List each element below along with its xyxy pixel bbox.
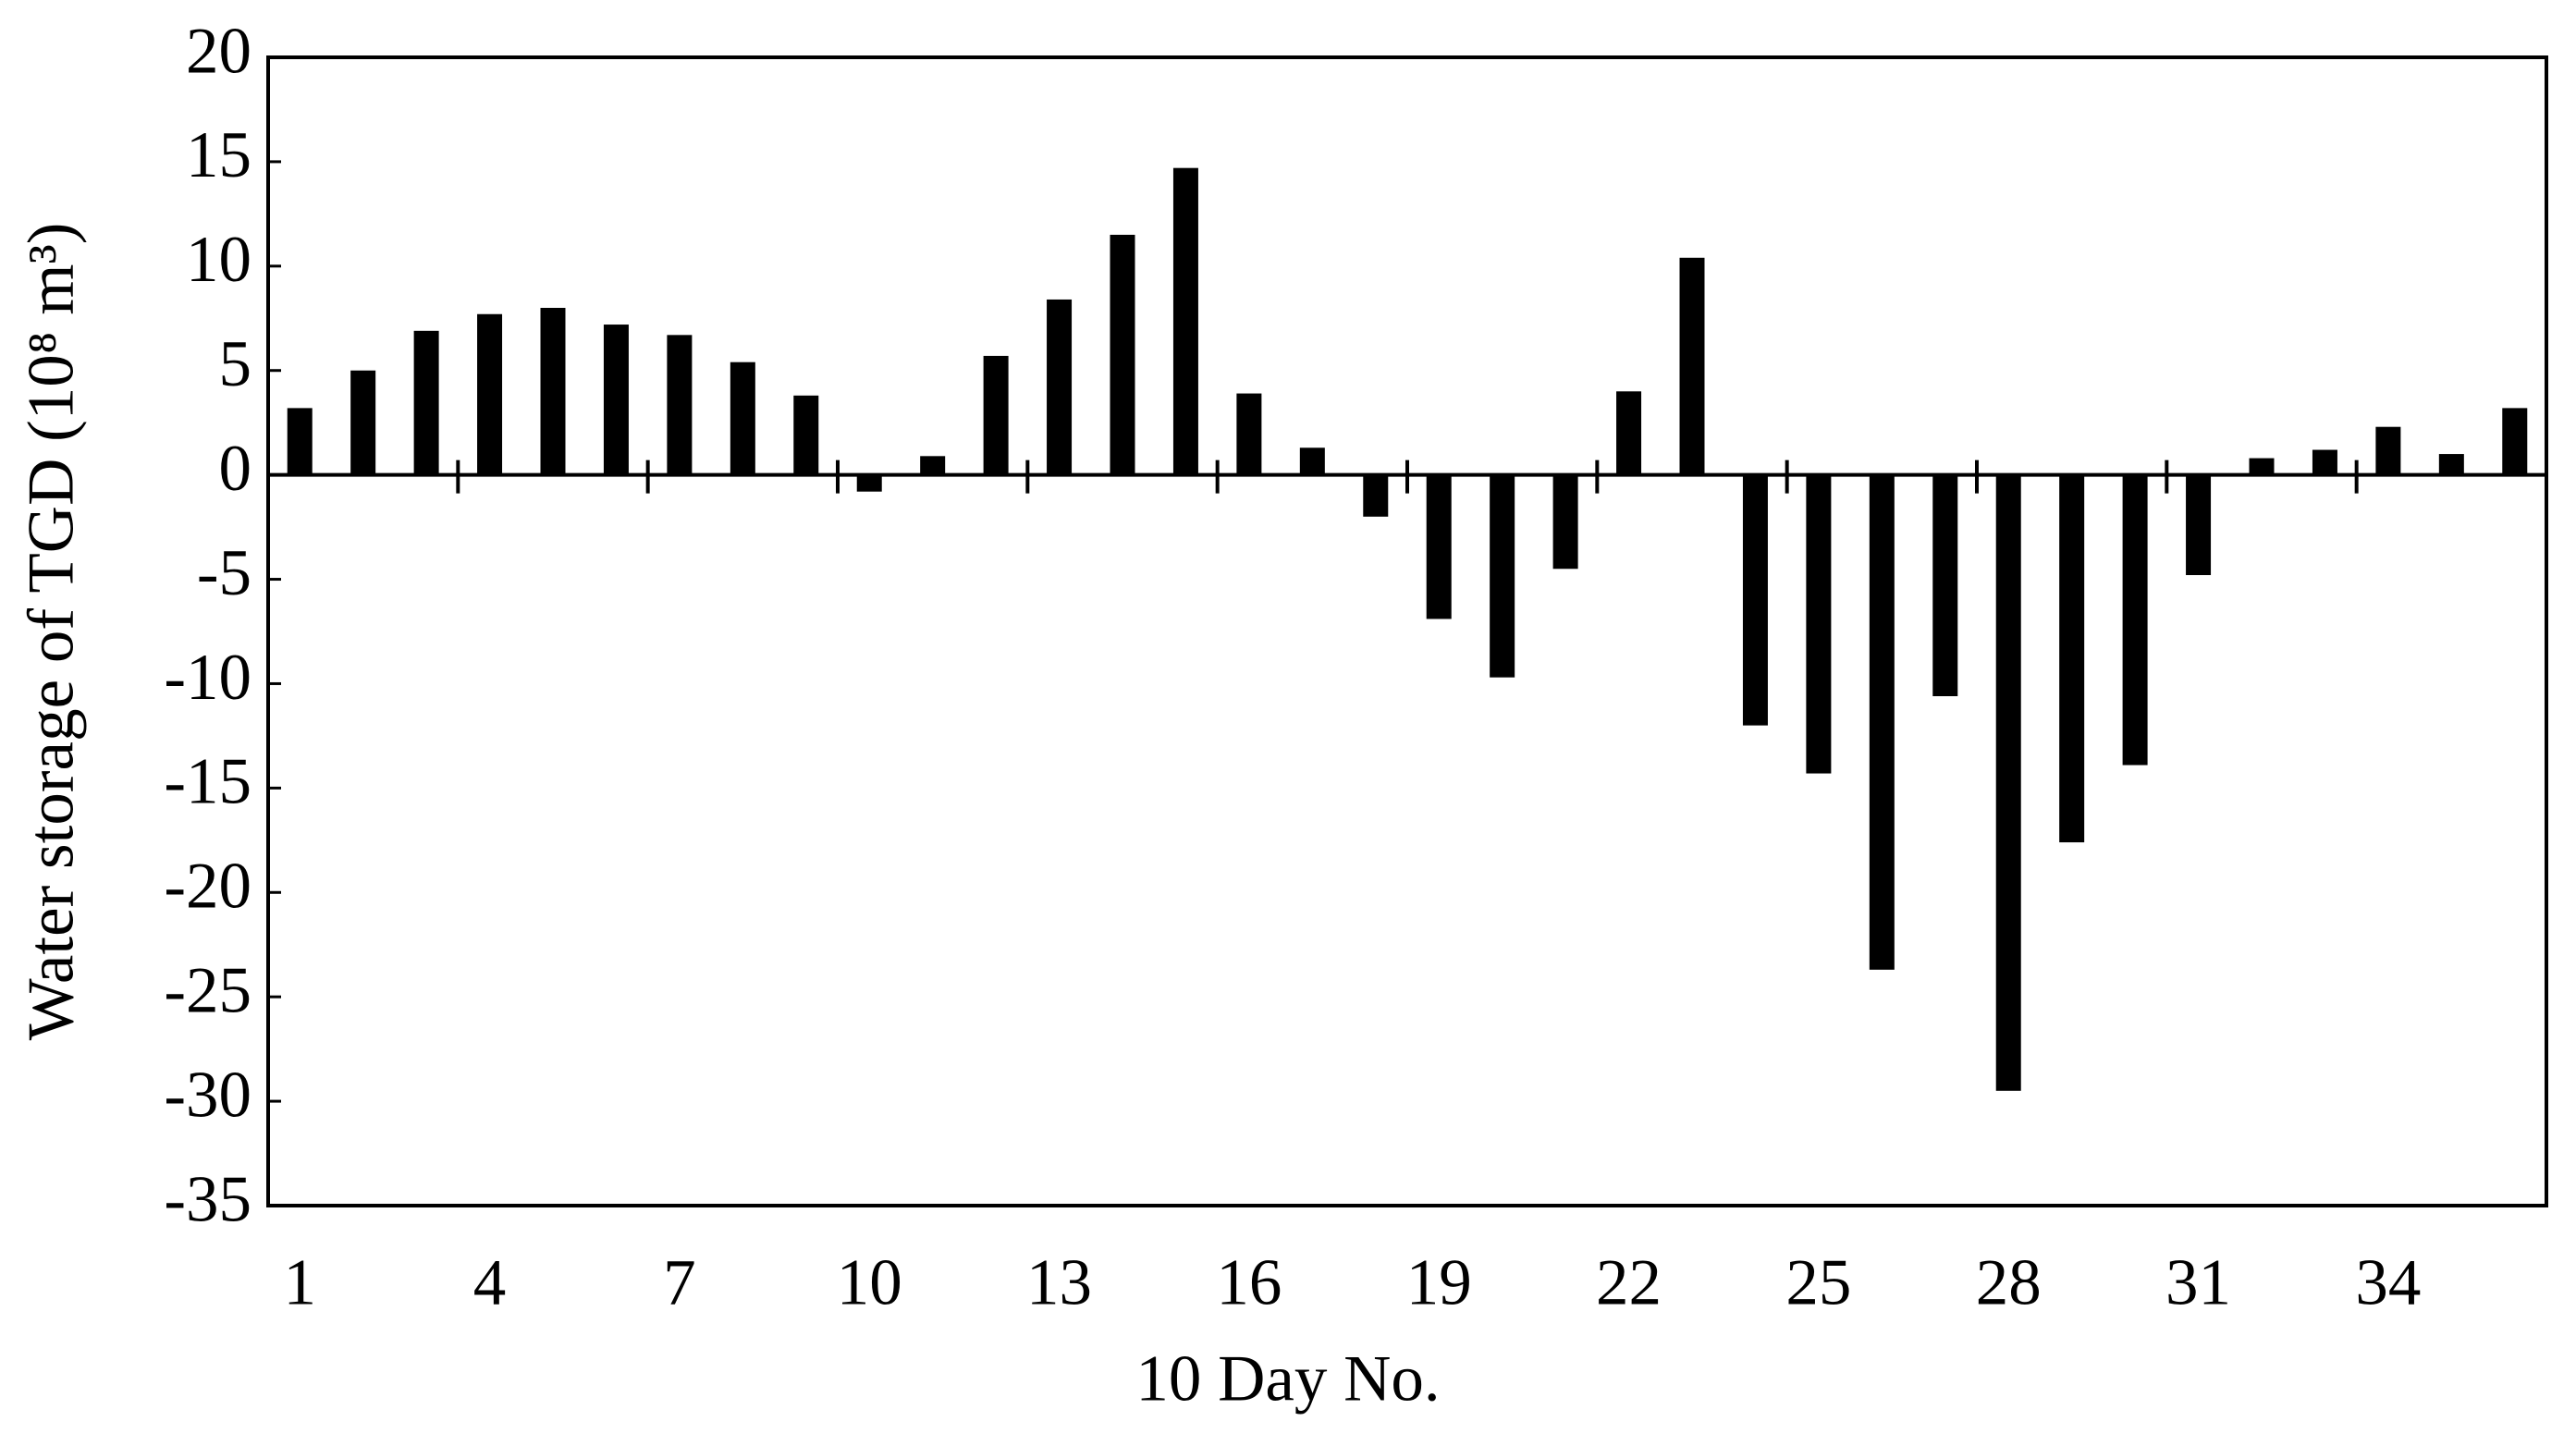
bar — [1490, 474, 1515, 678]
x-tick-label: 10 — [837, 1246, 902, 1318]
bar — [1806, 474, 1832, 774]
plot-frame — [266, 55, 2548, 1207]
bar — [2186, 474, 2212, 576]
bar — [1616, 391, 1642, 475]
y-tick-label: -5 — [197, 537, 251, 609]
bar — [983, 355, 1009, 475]
bar — [1299, 447, 1325, 475]
x-tick-label: 7 — [663, 1246, 696, 1318]
x-tick-label: 19 — [1406, 1246, 1472, 1318]
x-tick-label: 22 — [1596, 1246, 1662, 1318]
bar — [603, 325, 629, 475]
bar — [2502, 408, 2528, 475]
bar — [920, 456, 946, 475]
bar — [2122, 474, 2148, 766]
bar — [350, 370, 376, 475]
y-tick-label: -35 — [164, 1163, 251, 1235]
y-tick-label: 0 — [219, 433, 252, 505]
bar — [793, 395, 819, 475]
bar — [1742, 474, 1768, 726]
bar — [1426, 474, 1452, 619]
y-tick-label: -25 — [164, 954, 251, 1026]
y-tick-label: -15 — [164, 746, 251, 818]
bar — [1932, 474, 1958, 697]
y-tick-label: -20 — [164, 851, 251, 923]
x-tick-label: 28 — [1976, 1246, 2042, 1318]
x-tick-label: 16 — [1216, 1246, 1282, 1318]
bar — [477, 313, 503, 475]
bar — [730, 362, 755, 475]
y-tick-label: 15 — [186, 119, 251, 191]
bar — [2312, 449, 2337, 475]
x-tick-label: 31 — [2165, 1246, 2231, 1318]
x-tick-label: 4 — [473, 1246, 507, 1318]
x-tick-label: 1 — [283, 1246, 316, 1318]
bar — [1047, 299, 1073, 475]
y-tick-label: -10 — [164, 642, 251, 714]
bar — [413, 330, 439, 475]
x-axis-title: 10 Day No. — [1135, 1342, 1440, 1415]
bar — [2438, 454, 2464, 475]
x-tick-label: 34 — [2355, 1246, 2421, 1318]
bar — [667, 335, 693, 475]
y-tick-label: -30 — [164, 1059, 251, 1131]
bar — [1363, 474, 1389, 517]
y-axis-title: Water storage of TGD (10⁸ m³) — [15, 223, 87, 1041]
bar — [1236, 393, 1262, 475]
y-tick-label: 10 — [186, 224, 251, 296]
bar — [1869, 474, 1895, 970]
bar — [1995, 474, 2021, 1091]
y-tick-label: 20 — [186, 15, 251, 87]
bar — [856, 474, 882, 492]
bar — [1679, 257, 1705, 475]
bar — [287, 408, 313, 475]
bar — [540, 307, 566, 475]
bar — [2375, 426, 2401, 475]
bar — [2249, 458, 2275, 475]
bar — [1110, 234, 1135, 475]
bar — [2059, 474, 2085, 843]
x-tick-label: 25 — [1785, 1246, 1851, 1318]
y-tick-label: 5 — [219, 328, 252, 400]
x-tick-label: 13 — [1026, 1246, 1092, 1318]
bar — [1172, 167, 1198, 475]
bar — [1552, 474, 1578, 570]
